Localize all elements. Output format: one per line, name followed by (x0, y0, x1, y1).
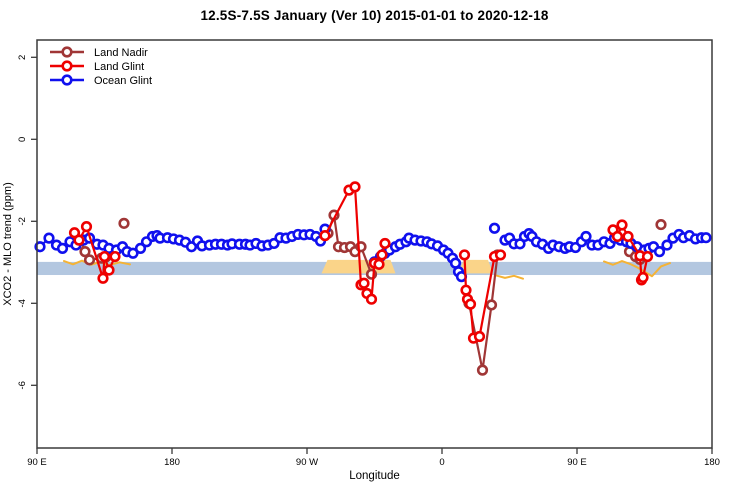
legend-marker (61, 46, 73, 58)
y-tick-label: -4 (17, 299, 28, 307)
x-axis-label: Longitude (349, 470, 400, 482)
highlight-band-segment (458, 259, 493, 274)
data-point (43, 232, 55, 244)
scribble-mark (63, 259, 131, 267)
data-point (376, 249, 388, 261)
legend-label: Land Nadir (94, 47, 148, 59)
data-point (97, 272, 109, 284)
legend-label: Ocean Glint (94, 75, 152, 87)
y-tick-label: 2 (17, 55, 28, 60)
data-point (373, 258, 385, 270)
x-tick-label: 180 (704, 457, 720, 468)
y-tick-label: -6 (17, 381, 28, 389)
data-point (637, 271, 649, 284)
data-point (56, 242, 69, 254)
data-point (580, 230, 592, 243)
data-point (494, 249, 507, 261)
data-point (661, 239, 673, 251)
legend-marker (61, 74, 73, 86)
data-point (109, 250, 121, 263)
data-point (127, 247, 139, 259)
data-point (611, 230, 624, 243)
data-point (83, 254, 96, 266)
x-tick-label: 0 (439, 457, 444, 468)
data-point (79, 246, 91, 258)
series-land-glint (68, 181, 654, 344)
x-tick-label: 180 (164, 457, 180, 468)
y-axis-label: XCO2 - MLO trend (ppm) (2, 182, 14, 306)
data-point (134, 242, 147, 254)
data-point (349, 181, 361, 193)
data-point (449, 257, 462, 269)
plot-box (36, 39, 713, 449)
series-line (324, 185, 387, 301)
data-point (485, 299, 498, 311)
y-tick-label: 0 (17, 137, 28, 142)
data-point (476, 364, 489, 376)
data-point (653, 246, 666, 258)
data-point (379, 237, 391, 250)
data-point (458, 249, 471, 261)
data-point (473, 330, 486, 343)
data-point (464, 298, 477, 310)
data-point (700, 232, 712, 244)
data-point (103, 264, 115, 276)
data-point (655, 218, 667, 231)
data-point (488, 222, 501, 234)
x-tick-label: 90 E (27, 457, 47, 468)
chart-title: 12.5S-7.5S January (Ver 10) 2015-01-01 t… (200, 8, 549, 23)
data-point (98, 250, 111, 263)
data-point (80, 221, 93, 233)
legend-marker (61, 60, 73, 72)
x-tick-label: 90 E (567, 457, 587, 468)
data-point (365, 293, 378, 305)
legend-label: Land Glint (94, 61, 144, 73)
data-point (622, 230, 634, 243)
data-point (460, 284, 472, 296)
scribble-mark (495, 274, 524, 280)
data-point (118, 217, 130, 229)
scribble-mark (603, 260, 671, 278)
y-tick-label: -2 (17, 217, 28, 225)
x-tick-label: 90 W (296, 457, 318, 468)
data-point (358, 277, 370, 289)
data-point (641, 250, 654, 263)
data-point (34, 241, 46, 253)
data-point (616, 219, 628, 231)
data-point (73, 234, 85, 246)
data-point (319, 230, 331, 242)
